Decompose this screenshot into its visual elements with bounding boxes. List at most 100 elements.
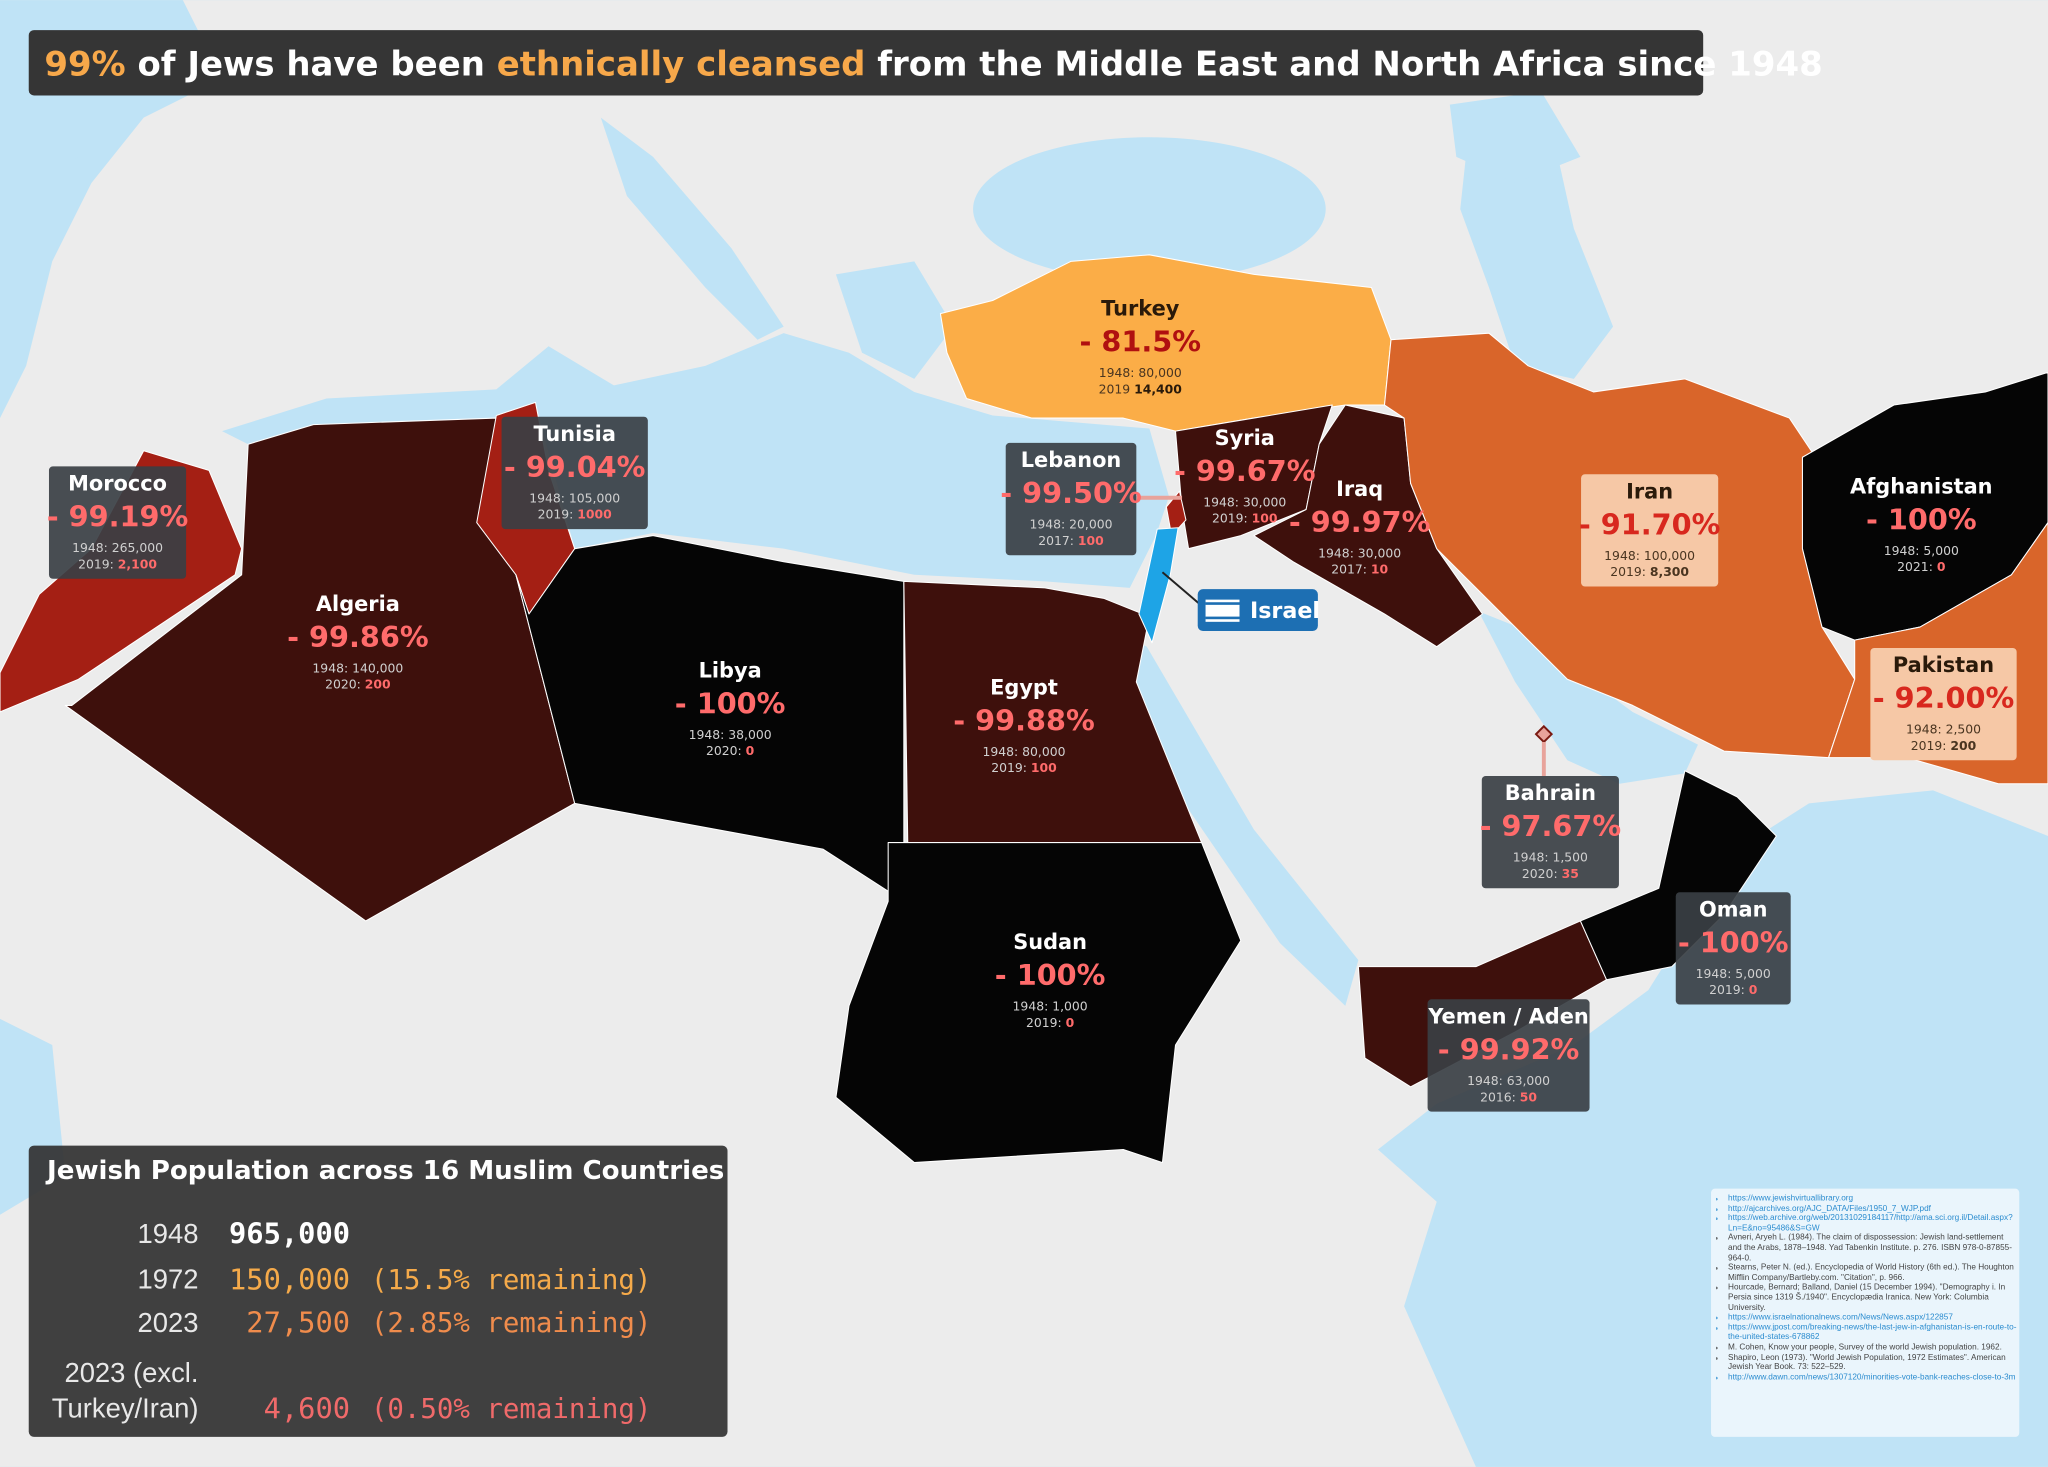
country-change: - 100% bbox=[1866, 502, 1977, 536]
summary-year: 1948 bbox=[138, 1218, 199, 1249]
summary-year: 2023 bbox=[138, 1307, 199, 1338]
population-1948: 1948: 5,000 bbox=[1696, 966, 1771, 981]
turkey-shape bbox=[939, 254, 1392, 432]
country-change: - 99.88% bbox=[953, 703, 1095, 737]
summary-note: (2.85% remaining) bbox=[371, 1308, 652, 1339]
country-change: - 97.67% bbox=[1480, 809, 1622, 843]
population-recent: 2017: 100 bbox=[1038, 532, 1104, 547]
country-name: Algeria bbox=[316, 592, 400, 616]
title-bar: 99% of Jews have been ethnically cleanse… bbox=[28, 30, 1823, 96]
oman-shape bbox=[1579, 770, 1777, 981]
recent-value: 0 bbox=[1937, 558, 1946, 573]
country-change: - 100% bbox=[995, 958, 1106, 992]
population-recent: 2020: 35 bbox=[1522, 865, 1579, 880]
population-1948: 1948: 105,000 bbox=[529, 491, 620, 506]
summary-panel: Jewish Population across 16 Muslim Count… bbox=[28, 1145, 728, 1437]
summary-value: 4,600 bbox=[264, 1392, 350, 1426]
population-recent: 2020: 0 bbox=[706, 743, 755, 758]
title-background bbox=[28, 30, 1704, 96]
recent-year: 2019: bbox=[78, 556, 114, 571]
recent-value: 0 bbox=[1749, 982, 1758, 997]
recent-value: 0 bbox=[746, 743, 755, 758]
recent-value: 100 bbox=[1031, 760, 1057, 775]
country-change: - 99.67% bbox=[1174, 454, 1316, 488]
recent-year: 2019: bbox=[1212, 510, 1248, 525]
population-1948: 1948: 5,000 bbox=[1884, 543, 1959, 558]
recent-value: 100 bbox=[1252, 510, 1278, 525]
country-change: - 81.5% bbox=[1079, 325, 1201, 359]
country-change: - 99.97% bbox=[1289, 505, 1431, 539]
country-name: Lebanon bbox=[1021, 448, 1122, 472]
population-recent: 2021: 0 bbox=[1897, 558, 1946, 573]
title-segment: of Jews have been bbox=[126, 44, 497, 84]
population-1948: 1948: 265,000 bbox=[72, 540, 163, 555]
recent-year: 2019: bbox=[1911, 737, 1947, 752]
title: 99% of Jews have been ethnically cleanse… bbox=[44, 44, 1822, 84]
summary-note: (0.50% remaining) bbox=[371, 1394, 652, 1425]
source-item: Avneri, Aryeh L. (1984). The claim of di… bbox=[1728, 1234, 2017, 1264]
country-name: Afghanistan bbox=[1850, 474, 1993, 498]
population-recent: 2019: 200 bbox=[1911, 737, 1977, 752]
source-item: https://www.jewishvirtuallibrary.org bbox=[1728, 1194, 2017, 1204]
source-item: https://www.israelnationalnews.com/News/… bbox=[1728, 1313, 2017, 1323]
israel-name: Israel bbox=[1250, 598, 1320, 624]
summary-year: 1972 bbox=[138, 1264, 199, 1295]
country-name: Iraq bbox=[1336, 477, 1383, 501]
population-1948: 1948: 80,000 bbox=[1099, 365, 1182, 380]
recent-value: 35 bbox=[1562, 865, 1579, 880]
summary-year: Turkey/Iran) bbox=[52, 1392, 199, 1423]
country-change: - 100% bbox=[675, 686, 786, 720]
population-1948: 1948: 30,000 bbox=[1203, 494, 1286, 509]
summary-title: Jewish Population across 16 Muslim Count… bbox=[45, 1156, 724, 1186]
recent-year: 2017: bbox=[1331, 561, 1367, 576]
label-box bbox=[1005, 442, 1137, 556]
population-recent: 2019: 100 bbox=[991, 760, 1057, 775]
israel-flag bbox=[1205, 599, 1240, 622]
population-1948: 1948: 1,500 bbox=[1513, 850, 1588, 865]
population-recent: 2019: 2,100 bbox=[78, 556, 157, 571]
recent-year: 2017: bbox=[1038, 532, 1074, 547]
label-box bbox=[1581, 474, 1719, 587]
summary-value: 965,000 bbox=[229, 1217, 350, 1251]
source-item: http://ajcarchives.org/AJC_DATA/Files/19… bbox=[1728, 1204, 2017, 1214]
population-1948: 1948: 20,000 bbox=[1030, 517, 1113, 532]
population-1948: 1948: 63,000 bbox=[1467, 1073, 1550, 1088]
country-name: Turkey bbox=[1101, 297, 1180, 321]
sudan-shape bbox=[835, 842, 1242, 1164]
source-item: https://www.jpost.com/breaking-news/the-… bbox=[1728, 1323, 2017, 1343]
population-recent: 2020: 200 bbox=[325, 676, 391, 691]
country-name: Yemen / Aden bbox=[1427, 1005, 1588, 1029]
recent-value: 8,300 bbox=[1650, 564, 1690, 579]
recent-value: 14,400 bbox=[1134, 381, 1182, 396]
country-change: - 100% bbox=[1678, 925, 1789, 959]
israel-shape bbox=[1138, 527, 1179, 644]
source-item: Shapiro, Leon (1973). "World Jewish Popu… bbox=[1728, 1353, 2017, 1373]
recent-value: 2,100 bbox=[118, 556, 158, 571]
recent-value: 200 bbox=[365, 676, 391, 691]
source-item: Hourcade, Bernard; Balland, Daniel (15 D… bbox=[1728, 1283, 2017, 1313]
population-1948: 1948: 30,000 bbox=[1318, 545, 1401, 560]
population-1948: 1948: 2,500 bbox=[1906, 722, 1981, 737]
summary-value: 150,000 bbox=[229, 1262, 350, 1296]
country-name: Oman bbox=[1699, 897, 1767, 921]
summary-background bbox=[28, 1145, 728, 1437]
population-1948: 1948: 140,000 bbox=[312, 660, 403, 675]
population-recent: 2019: 100 bbox=[1212, 510, 1278, 525]
label-box bbox=[501, 416, 648, 530]
population-recent: 2019: 0 bbox=[1709, 982, 1758, 997]
summary-note: (15.5% remaining) bbox=[371, 1265, 652, 1296]
source-item: http://www.dawn.com/news/1307120/minorit… bbox=[1728, 1372, 2017, 1382]
label-box bbox=[48, 466, 187, 579]
country-change: - 99.04% bbox=[504, 450, 646, 484]
country-name: Morocco bbox=[68, 472, 167, 496]
